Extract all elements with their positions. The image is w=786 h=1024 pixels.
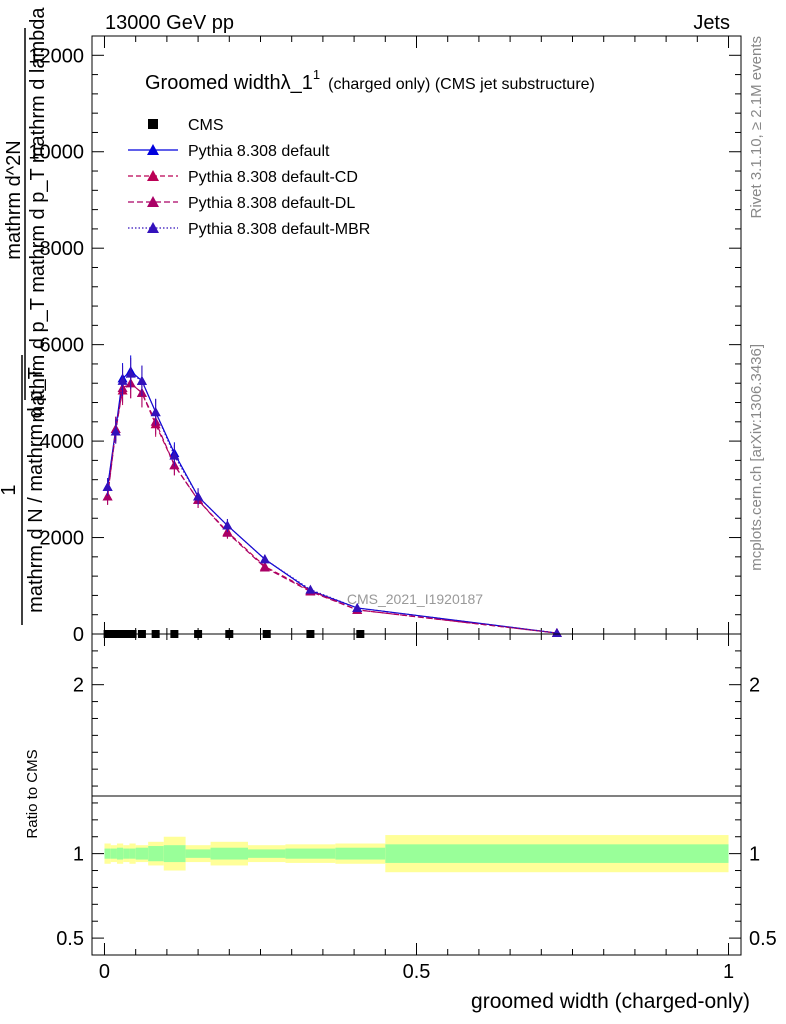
ratio-band-inner: [116, 847, 124, 860]
series-line-3: [107, 382, 557, 634]
series-point: [169, 450, 180, 460]
x-tick-label: 0.5: [403, 961, 431, 983]
main-plot-panel: 0 2000 4000 6000 8000 10000 12000: [28, 35, 742, 646]
y-label-den-top: mathrm d N / mathrm d p_T: [25, 367, 47, 613]
ratio-band-inner: [285, 848, 336, 859]
ratio-band-inner: [210, 847, 249, 860]
legend-entry-label: Pythia 8.308 default: [188, 143, 330, 160]
ratio-plot-panel: 0.5 0.5 1 1 2 2 0 0.5 1: [56, 633, 777, 983]
series-point: [551, 628, 562, 638]
main-y-tick-label: 2000: [40, 528, 85, 550]
series-point: [259, 562, 270, 572]
series-point: [102, 491, 113, 501]
legend-marker: [147, 196, 159, 207]
series-point: [150, 407, 161, 417]
y-label-num-top: 1: [0, 484, 20, 495]
y-label-num-main: mathrm d^2N: [3, 140, 25, 259]
main-y-tick-label: 6000: [40, 335, 85, 357]
series-point: [110, 426, 121, 436]
header-process-label: 13000 GeV pp: [105, 12, 234, 34]
x-axis-label: groomed width (charged-only): [471, 990, 750, 1013]
y-label-den-main: mathrm d p_T mathrm d p_T mathrm d lambd…: [27, 7, 49, 423]
series-point: [125, 368, 136, 378]
ratio-y-tick-label: 0.5: [56, 928, 84, 950]
ratio-y-tick-label-right: 0.5: [749, 928, 777, 950]
ratio-y-tick-label-right: 2: [749, 675, 760, 697]
legend-entry-label: Pythia 8.308 default-CD: [188, 169, 358, 186]
x-tick-label: 0: [99, 961, 110, 983]
main-y-axis-label: 1 mathrm d N / mathrm d p_T mathrm d^2N …: [0, 7, 49, 625]
ratio-band-inner: [335, 847, 386, 860]
main-y-tick-label: 8000: [40, 238, 85, 260]
series-point: [305, 584, 316, 594]
series-line-2: [107, 382, 557, 634]
series-point: [102, 481, 113, 491]
legend-entry-label: Pythia 8.308 default-MBR: [188, 221, 370, 238]
ratio-band-inner: [185, 849, 211, 858]
ratio-y-axis-label: Ratio to CMS: [24, 749, 41, 838]
analysis-watermark: CMS_2021_I1920187: [347, 591, 483, 607]
ratio-band-inner: [104, 848, 111, 859]
main-y-tick-label: 12000: [28, 45, 84, 67]
series-point: [222, 527, 233, 537]
series-line-4: [107, 372, 557, 634]
series-point: [136, 375, 147, 385]
chart-title-suffix: (charged only) (CMS jet substructure): [328, 76, 595, 93]
main-y-tick-label: 4000: [40, 431, 85, 453]
ratio-y-tick-label: 1: [73, 844, 84, 866]
legend-marker: [147, 222, 159, 233]
legend-marker-cms: [148, 119, 158, 129]
ratio-plot-frame: [91, 633, 742, 956]
chart-title-superscript: 1: [313, 67, 320, 82]
header-observable-label: Jets: [693, 12, 730, 34]
series-point: [193, 491, 204, 501]
ratio-band-inner: [110, 848, 117, 859]
ratio-band-inner: [385, 844, 729, 863]
ratio-band-inner: [123, 848, 130, 859]
chart-title: Groomed widthλ_11 (charged only) (CMS jet…: [145, 67, 595, 94]
ratio-band-inner: [248, 849, 286, 858]
chart-title-main: Groomed widthλ_1: [145, 72, 313, 94]
legend-marker: [147, 144, 159, 155]
legend-entry-label: CMS: [188, 117, 224, 134]
ratio-y-tick-label-right: 1: [749, 844, 760, 866]
x-tick-label: 1: [723, 961, 734, 983]
legend-marker: [147, 170, 159, 181]
legend: CMS Pythia 8.308 default Pythia 8.308 defa…: [128, 117, 370, 238]
legend-entry-label: Pythia 8.308 default-DL: [188, 195, 355, 212]
series-point: [352, 602, 363, 612]
ratio-band-inner: [135, 847, 149, 860]
series-point: [222, 520, 233, 530]
ratio-band-inner: [148, 846, 164, 862]
main-y-tick-label: 0: [73, 624, 84, 646]
rivet-version-label: Rivet 3.1.10, ≥ 2.1M events: [748, 36, 765, 219]
ratio-y-tick-label: 2: [73, 675, 84, 697]
ratio-band-inner: [129, 848, 136, 859]
ratio-band-inner: [163, 845, 186, 863]
series-point: [259, 554, 270, 564]
series-point: [117, 375, 128, 385]
main-y-tick-label: 10000: [28, 142, 84, 164]
series-line-1: [107, 370, 557, 634]
mcplots-reference-label: mcplots.cern.ch [arXiv:1306.3436]: [748, 344, 765, 571]
